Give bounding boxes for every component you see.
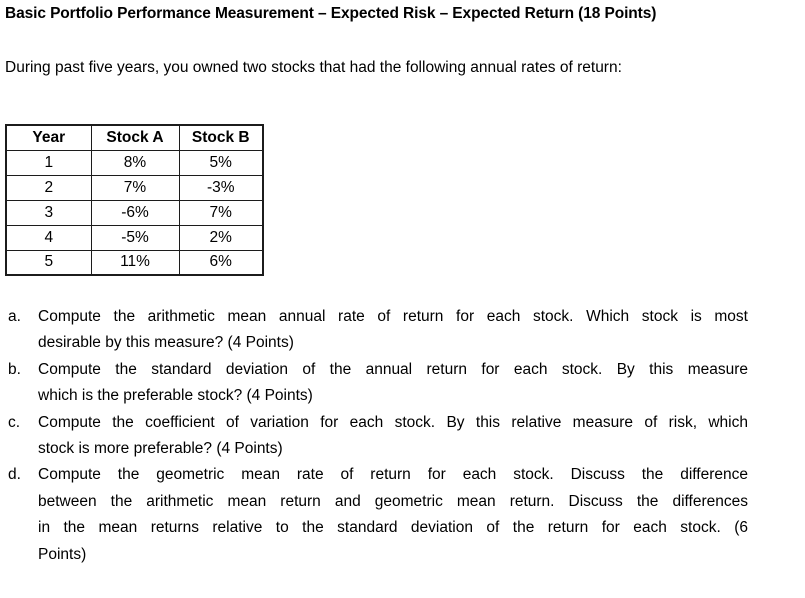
cell-year: 2 bbox=[5, 174, 92, 201]
cell-stock-b: 2% bbox=[178, 224, 264, 251]
question-line: Compute the coefficient of variation for… bbox=[38, 413, 748, 431]
cell-year: 5 bbox=[5, 249, 92, 276]
question-line: in the mean returns relative to the stan… bbox=[38, 519, 748, 537]
cell-stock-b: 6% bbox=[178, 249, 264, 276]
table-row: 1 8% 5% bbox=[5, 149, 264, 176]
question-marker: c. bbox=[8, 413, 21, 431]
col-header-stock-a: Stock A bbox=[90, 124, 180, 151]
question-line: which is the preferable stock? (4 Points… bbox=[38, 387, 313, 405]
question-text: Compute the arithmetic mean annual rate … bbox=[38, 304, 748, 357]
question-list: a. Compute the arithmetic mean annual ra… bbox=[8, 304, 805, 568]
question-text: Compute the standard deviation of the an… bbox=[38, 357, 748, 410]
cell-stock-a: 8% bbox=[90, 149, 180, 176]
cell-stock-a: 11% bbox=[90, 249, 180, 276]
table-row: 4 -5% 2% bbox=[5, 224, 264, 251]
returns-table: Year Stock A Stock B 1 8% 5% 2 7% -3% 3 … bbox=[5, 124, 264, 276]
table-row: 5 11% 6% bbox=[5, 249, 264, 276]
question-line: desirable by this measure? (4 Points) bbox=[38, 334, 294, 352]
question-text: Compute the coefficient of variation for… bbox=[38, 410, 748, 463]
cell-stock-a: 7% bbox=[90, 174, 180, 201]
cell-stock-a: -6% bbox=[90, 199, 180, 226]
question-line: Points) bbox=[38, 545, 87, 563]
table-row: 3 -6% 7% bbox=[5, 199, 264, 226]
question-marker: d. bbox=[8, 466, 21, 484]
col-header-year: Year bbox=[5, 124, 92, 151]
cell-stock-b: 7% bbox=[178, 199, 264, 226]
question-line: Compute the arithmetic mean annual rate … bbox=[38, 308, 748, 325]
cell-stock-b: -3% bbox=[178, 174, 264, 201]
question-marker: b. bbox=[8, 360, 21, 378]
question-line: between the arithmetic mean return and g… bbox=[38, 492, 748, 510]
cell-stock-a: -5% bbox=[90, 224, 180, 251]
table-header-row: Year Stock A Stock B bbox=[5, 124, 264, 151]
page-title: Basic Portfolio Performance Measurement … bbox=[5, 5, 657, 22]
question-line: Compute the standard deviation of the an… bbox=[38, 360, 748, 378]
cell-year: 4 bbox=[5, 224, 92, 251]
question-line: stock is more preferable? (4 Points) bbox=[38, 440, 283, 458]
question-text: Compute the geometric mean rate of retur… bbox=[38, 462, 748, 568]
table-row: 2 7% -3% bbox=[5, 174, 264, 201]
cell-year: 1 bbox=[5, 149, 92, 176]
question-item-b: b. Compute the standard deviation of the… bbox=[8, 357, 805, 410]
question-item-c: c. Compute the coefficient of variation … bbox=[8, 410, 805, 463]
intro-paragraph: During past five years, you owned two st… bbox=[5, 59, 622, 76]
question-line: Compute the geometric mean rate of retur… bbox=[38, 466, 748, 484]
cell-stock-b: 5% bbox=[178, 149, 264, 176]
cell-year: 3 bbox=[5, 199, 92, 226]
question-marker: a. bbox=[8, 308, 21, 325]
col-header-stock-b: Stock B bbox=[178, 124, 264, 151]
question-item-a: a. Compute the arithmetic mean annual ra… bbox=[8, 304, 805, 357]
question-item-d: d. Compute the geometric mean rate of re… bbox=[8, 462, 805, 568]
